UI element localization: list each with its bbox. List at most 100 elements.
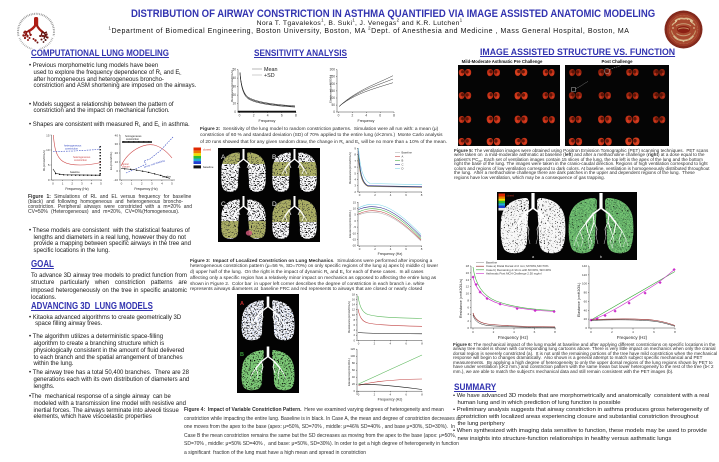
svg-text:heterogeneous: heterogeneous xyxy=(64,144,82,148)
svg-text:4: 4 xyxy=(267,114,269,118)
svg-text:Mean: Mean xyxy=(264,67,278,73)
svg-text:4: 4 xyxy=(161,182,163,186)
svg-text:Frequency (Hz): Frequency (Hz) xyxy=(498,335,529,340)
svg-text:1: 1 xyxy=(131,182,133,186)
svg-text:4: 4 xyxy=(390,247,392,251)
svg-text:baseline: baseline xyxy=(162,176,172,179)
svg-text:0: 0 xyxy=(353,338,355,342)
svg-text:Resistance(cmH2O/L/s): Resistance(cmH2O/L/s) xyxy=(347,301,351,333)
svg-text:Elastance(cmH2O/L): Elastance(cmH2O/L) xyxy=(329,75,333,103)
svg-text:baseline: baseline xyxy=(70,170,80,174)
svg-text:4: 4 xyxy=(467,312,469,316)
svg-text:8: 8 xyxy=(353,318,355,322)
svg-text:closure: closure xyxy=(122,166,130,169)
svg-text:Resistance (cmH2O/L/s): Resistance (cmH2O/L/s) xyxy=(459,279,463,318)
svg-text:4: 4 xyxy=(632,330,634,334)
svg-text:0: 0 xyxy=(359,247,361,251)
svg-text:2: 2 xyxy=(354,190,356,194)
svg-text:120: 120 xyxy=(350,347,355,351)
svg-text:0: 0 xyxy=(472,330,474,334)
svg-text:Elastance(cmH2O/L): Elastance(cmH2O/L) xyxy=(348,210,352,238)
svg-text:8: 8 xyxy=(421,247,423,251)
svg-text:0: 0 xyxy=(239,114,241,118)
svg-text:6: 6 xyxy=(653,330,655,334)
svg-text:5: 5 xyxy=(354,171,356,175)
svg-text:10: 10 xyxy=(232,102,236,106)
svg-text:Baseline: Baseline xyxy=(486,261,497,265)
svg-text:constriction: constriction xyxy=(74,158,88,162)
svg-text:100: 100 xyxy=(582,282,587,286)
svg-text:4: 4 xyxy=(390,193,392,197)
svg-text:0: 0 xyxy=(467,326,469,330)
svg-text:2: 2 xyxy=(374,247,376,251)
svg-text:-20: -20 xyxy=(352,244,357,248)
svg-text:4: 4 xyxy=(390,393,392,397)
svg-text:D: D xyxy=(402,167,404,171)
svg-text:100: 100 xyxy=(350,354,355,358)
svg-text:2: 2 xyxy=(374,342,376,346)
svg-text:8: 8 xyxy=(354,153,356,157)
svg-text:0: 0 xyxy=(116,169,118,173)
svg-text:6: 6 xyxy=(405,193,407,197)
svg-text:12: 12 xyxy=(352,308,356,312)
svg-text:0: 0 xyxy=(359,193,361,197)
svg-text:3: 3 xyxy=(81,182,83,186)
svg-text:-10: -10 xyxy=(114,178,119,182)
svg-text:0: 0 xyxy=(358,342,360,346)
svg-text:0: 0 xyxy=(354,219,356,223)
svg-text:Frequency (Hz): Frequency (Hz) xyxy=(65,187,88,191)
svg-text:4: 4 xyxy=(354,178,356,182)
svg-text:9: 9 xyxy=(354,147,356,151)
svg-text:10: 10 xyxy=(115,160,119,164)
svg-text:0: 0 xyxy=(338,114,340,118)
svg-text:homogeneous: homogeneous xyxy=(125,134,142,138)
svg-text:A: A xyxy=(240,301,244,307)
svg-text:baseline: baseline xyxy=(203,165,214,169)
svg-text:C: C xyxy=(221,201,226,208)
svg-text:6: 6 xyxy=(405,393,407,397)
svg-text:5: 5 xyxy=(48,163,50,167)
svg-text:airway wall shielding: airway wall shielding xyxy=(143,159,165,169)
svg-text:8: 8 xyxy=(421,342,423,346)
svg-text:4: 4 xyxy=(353,328,355,332)
svg-text:3: 3 xyxy=(151,182,153,186)
svg-text:80: 80 xyxy=(584,291,588,295)
svg-text:0: 0 xyxy=(52,182,54,186)
svg-text:6: 6 xyxy=(534,330,536,334)
svg-text:6: 6 xyxy=(354,165,356,169)
svg-text:2: 2 xyxy=(353,333,355,337)
svg-text:0: 0 xyxy=(353,389,355,393)
svg-text:0: 0 xyxy=(121,182,123,186)
svg-text:5: 5 xyxy=(100,182,102,186)
svg-text:Frequency (Hz): Frequency (Hz) xyxy=(378,252,403,256)
svg-text:0: 0 xyxy=(358,393,360,397)
svg-text:2: 2 xyxy=(141,182,143,186)
svg-text:4: 4 xyxy=(513,330,515,334)
svg-text:120: 120 xyxy=(582,273,587,277)
svg-text:10: 10 xyxy=(46,148,50,152)
svg-text:2: 2 xyxy=(71,182,73,186)
svg-text:D: D xyxy=(272,201,277,208)
svg-text:80: 80 xyxy=(352,361,356,365)
svg-text:Baseline: Baseline xyxy=(402,151,413,155)
svg-text:5: 5 xyxy=(354,213,356,217)
svg-text:40: 40 xyxy=(584,308,588,312)
svg-text:50: 50 xyxy=(232,68,236,72)
svg-text:4: 4 xyxy=(390,342,392,346)
svg-text:8: 8 xyxy=(393,114,395,118)
svg-text:B: B xyxy=(402,159,404,163)
svg-text:-10: -10 xyxy=(352,231,357,235)
svg-text:2: 2 xyxy=(352,114,354,118)
svg-text:heterogeneous: heterogeneous xyxy=(73,155,91,159)
svg-text:Apical: Apical xyxy=(122,163,129,166)
svg-text:4: 4 xyxy=(91,182,93,186)
svg-text:0: 0 xyxy=(48,178,50,182)
svg-text:Asthmatic Post MCH Challenge 2: Asthmatic Post MCH Challenge 2.50 mg/ml xyxy=(486,271,542,275)
svg-text:40: 40 xyxy=(352,375,356,379)
svg-text:30: 30 xyxy=(232,85,236,89)
svg-text:Case a) Distal Dorsal d<2 mm;: Case a) Distal Dorsal d<2 mm; M=50%,SD=7… xyxy=(486,264,549,268)
svg-text:closed: closed xyxy=(507,193,515,197)
svg-text:RL(cmH2O/L/s): RL(cmH2O/L/s) xyxy=(42,150,46,171)
svg-text:0: 0 xyxy=(585,326,587,330)
svg-text:-5: -5 xyxy=(353,225,356,229)
